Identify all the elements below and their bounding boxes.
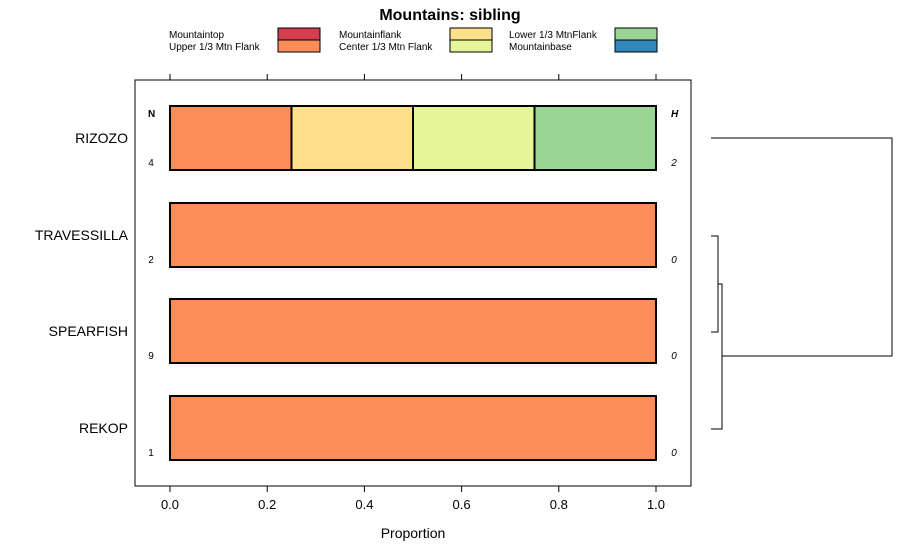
n-values: 4 2 9 1 <box>148 158 154 459</box>
x-tick-label-0-0: 0.0 <box>161 497 179 512</box>
dendrogram-branch-travessilla-spearfish <box>711 235 719 333</box>
legend-swatch-center-1-3-mtn-flank <box>449 39 493 53</box>
h-value-rekop: 0 <box>671 448 677 459</box>
legend-label-upper-1-3-mtn-flank: Upper 1/3 Mtn Flank <box>169 42 261 53</box>
x-axis-label: Proportion <box>381 525 446 541</box>
bar-segment-rizozo-center-1-3-mtn-flank <box>412 105 536 171</box>
x-axis: 0.0 0.2 0.4 0.6 0.8 1.0 <box>161 74 665 512</box>
legend-label-lower-1-3-mtnflank: Lower 1/3 MtnFlank <box>509 30 598 41</box>
category-label-rekop: REKOP <box>79 420 128 436</box>
bar-segment-spearfish-upper-1-3-mtn-flank <box>169 298 657 364</box>
n-value-rekop: 1 <box>148 448 154 459</box>
n-value-travessilla: 2 <box>148 255 154 266</box>
x-tick-label-0-6: 0.6 <box>453 497 471 512</box>
n-value-spearfish: 9 <box>148 351 154 362</box>
x-tick-label-1-0: 1.0 <box>647 497 665 512</box>
category-label-travessilla: TRAVESSILLA <box>35 227 129 243</box>
legend-swatch-mountaintop <box>277 27 321 41</box>
legend-label-center-1-3-mtn-flank: Center 1/3 Mtn Flank <box>339 42 433 53</box>
plot-frame <box>134 79 692 487</box>
bar-segment-travessilla-upper-1-3-mtn-flank <box>169 202 657 268</box>
bar-segment-rekop-upper-1-3-mtn-flank <box>169 395 657 461</box>
x-tick-label-0-8: 0.8 <box>550 497 568 512</box>
legend-swatch-upper-1-3-mtn-flank <box>277 39 321 53</box>
bar-segment-rizozo-lower-1-3-mtnflank <box>533 105 657 171</box>
category-label-spearfish: SPEARFISH <box>49 323 128 339</box>
dendrogram-branch-with-rekop <box>711 283 723 430</box>
category-labels: RIZOZO TRAVESSILLA SPEARFISH REKOP <box>35 130 129 436</box>
chart-title: Mountains: sibling <box>379 7 520 24</box>
n-value-rizozo: 4 <box>148 158 154 169</box>
bar-segment-rizozo-mountainflank <box>290 105 414 171</box>
legend-label-mountainflank: Mountainflank <box>339 30 402 41</box>
legend-label-mountaintop: Mountaintop <box>169 30 224 41</box>
legend-label-mountainbase: Mountainbase <box>509 42 572 53</box>
dendrogram <box>711 137 893 430</box>
h-column-header: H <box>671 109 679 120</box>
legend-swatch-mountainflank <box>449 27 493 41</box>
x-tick-label-0-4: 0.4 <box>355 497 373 512</box>
h-value-travessilla: 0 <box>671 255 677 266</box>
bars-group <box>169 105 657 461</box>
x-tick-label-0-2: 0.2 <box>258 497 276 512</box>
category-label-rizozo: RIZOZO <box>75 130 128 146</box>
h-value-spearfish: 0 <box>671 351 677 362</box>
bar-segment-rizozo-upper-1-3-mtn-flank <box>169 105 293 171</box>
dendrogram-branch-with-rizozo <box>711 137 893 357</box>
legend-swatch-lower-1-3-mtnflank <box>614 27 658 41</box>
n-column-header: N <box>148 109 155 120</box>
h-value-rizozo: 2 <box>670 158 677 169</box>
legend-swatch-mountainbase <box>614 39 658 53</box>
